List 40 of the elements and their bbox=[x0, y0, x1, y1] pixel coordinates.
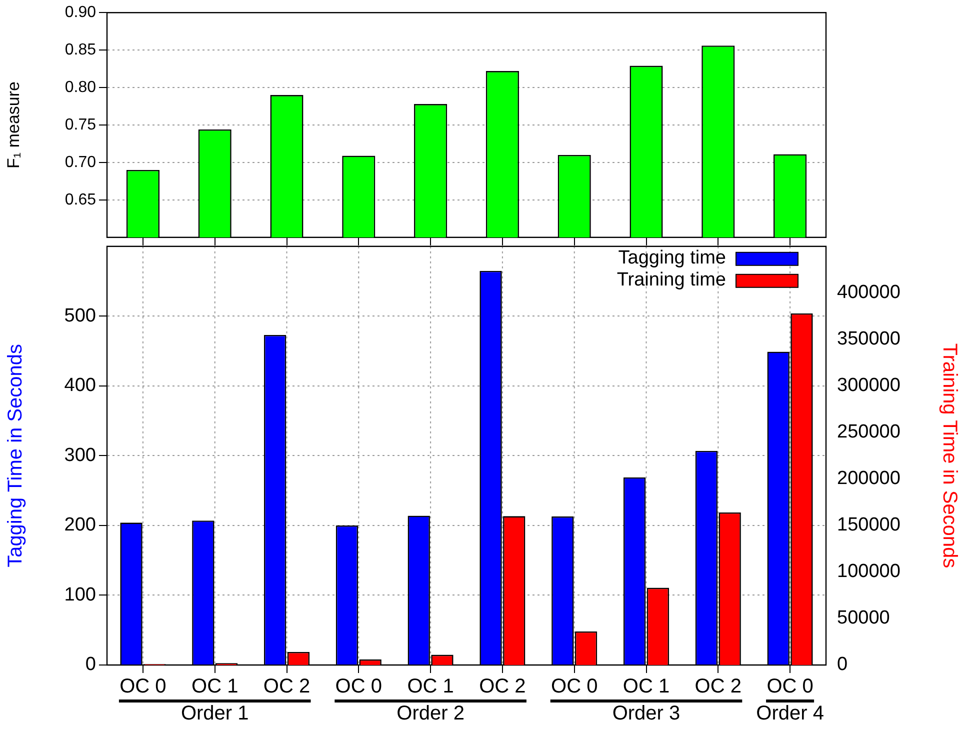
x-tick-label: OC 1 bbox=[192, 676, 238, 698]
y2-tick-label: 50000 bbox=[837, 608, 890, 629]
text: Order 1 bbox=[180, 702, 249, 725]
y2-tick-label: 200000 bbox=[837, 468, 900, 490]
text: Order 2 bbox=[396, 702, 464, 725]
x-tick-label: OC 2 bbox=[479, 676, 526, 698]
y-tick-label: 0.75 bbox=[64, 116, 96, 134]
x-tick-label: OC 2 bbox=[694, 676, 742, 698]
x-tick-label: OC 0 bbox=[120, 676, 166, 698]
y2-tick-label: 0 bbox=[837, 654, 848, 676]
y-tick-label: 0.70 bbox=[64, 154, 96, 171]
y-tick-label: 400 bbox=[64, 375, 96, 396]
y-tick-label: 0.85 bbox=[64, 41, 96, 58]
y2-tick-label: 100000 bbox=[837, 561, 900, 582]
legend-label: Training time bbox=[616, 270, 726, 291]
y2-axis-title: Training Time in Seconds bbox=[938, 343, 960, 568]
legend-label: Tagging time bbox=[618, 248, 726, 269]
y2-tick-label: 250000 bbox=[837, 422, 900, 443]
text: Order 3 bbox=[612, 702, 680, 725]
x-tick-label: OC 0 bbox=[766, 676, 814, 698]
x-tick-label: OC 0 bbox=[551, 676, 598, 698]
y2-tick-label: 150000 bbox=[837, 514, 900, 536]
y2-tick-label: 300000 bbox=[837, 375, 900, 396]
text: Order 4 bbox=[756, 702, 824, 725]
y2-tick-label: 400000 bbox=[837, 282, 900, 304]
y-tick-label: 0 bbox=[85, 654, 96, 676]
y-tick-label: 300 bbox=[64, 444, 96, 466]
y-tick-label: 100 bbox=[64, 584, 96, 606]
y-tick-label: 200 bbox=[64, 514, 96, 536]
x-tick-label: OC 2 bbox=[263, 676, 310, 698]
x-tick-label: OC 1 bbox=[622, 676, 670, 698]
x-tick-label: OC 1 bbox=[407, 676, 454, 698]
y-tick-label: 500 bbox=[64, 305, 96, 326]
y2-tick-label: 350000 bbox=[837, 328, 900, 350]
y-tick-label: 0.90 bbox=[64, 4, 96, 22]
y-tick-label: 0.80 bbox=[64, 78, 96, 96]
y-tick-label: 0.65 bbox=[64, 191, 96, 208]
y-axis-title: F₁ measure bbox=[4, 82, 23, 168]
x-tick-label: OC 0 bbox=[335, 676, 382, 698]
y-axis-title: Tagging Time in Seconds bbox=[4, 344, 27, 568]
